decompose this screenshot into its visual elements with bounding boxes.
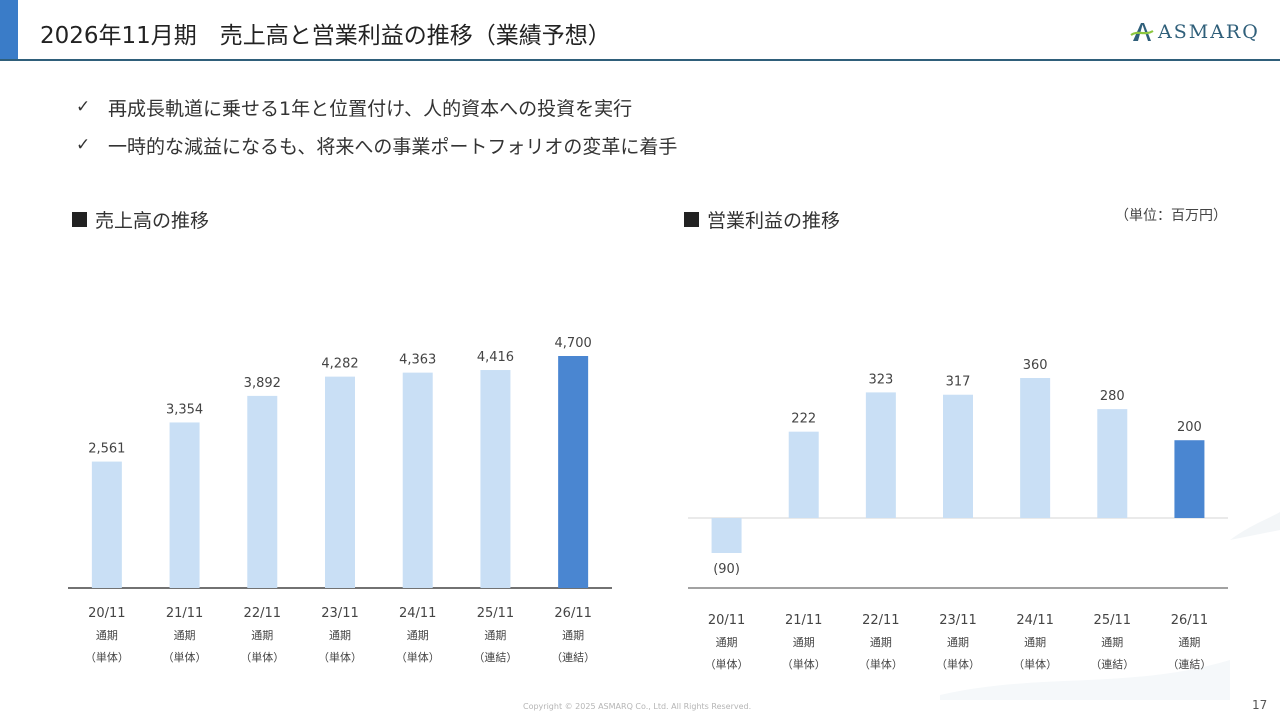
- category-period-label: 26/11: [1171, 613, 1208, 628]
- key-point-text: 一時的な減益になるも、将来への事業ポートフォリオの変革に着手: [108, 135, 678, 158]
- category-period-label: 21/11: [166, 606, 203, 621]
- category-basis-label: （単体）: [396, 650, 440, 664]
- category-basis-label: （単体）: [240, 650, 284, 664]
- category-basis-label: （単体）: [859, 657, 903, 671]
- category-basis-label: （単体）: [782, 657, 826, 671]
- bar-value-label: 4,282: [321, 357, 358, 372]
- category-term-label: 通期: [1024, 636, 1046, 649]
- category-basis-label: （連結）: [1090, 657, 1134, 671]
- page-number: 17: [1252, 698, 1268, 712]
- check-icon: ✓: [76, 97, 91, 117]
- category-basis-label: （単体）: [318, 650, 362, 664]
- bar-value-label: 280: [1100, 389, 1125, 404]
- bar: [325, 376, 355, 588]
- bar-value-label: 360: [1023, 358, 1048, 373]
- bar-forecast: [1174, 440, 1205, 518]
- header-accent-bar: [0, 0, 18, 60]
- check-icon: ✓: [76, 135, 91, 155]
- category-period-label: 22/11: [244, 606, 281, 621]
- key-point-text: 再成長軌道に乗せる1年と位置付け、人的資本への投資を実行: [108, 97, 633, 120]
- square-bullet-icon: [684, 212, 699, 227]
- key-point: ✓ 再成長軌道に乗せる1年と位置付け、人的資本への投資を実行: [76, 88, 677, 126]
- category-term-label: 通期: [174, 629, 196, 642]
- category-period-label: 25/11: [477, 606, 514, 621]
- bar: [1097, 409, 1128, 518]
- category-period-label: 23/11: [321, 606, 358, 621]
- bar-value-label: 222: [791, 412, 816, 427]
- category-term-label: 通期: [793, 636, 815, 649]
- bar-value-label: 323: [868, 372, 893, 387]
- bar: [865, 392, 896, 518]
- category-basis-label: （連結）: [473, 650, 517, 664]
- bar-value-label: 3,892: [244, 376, 281, 391]
- category-period-label: 20/11: [88, 606, 125, 621]
- category-period-label: 25/11: [1094, 613, 1131, 628]
- header-rule: [0, 59, 1280, 61]
- category-period-label: 22/11: [862, 613, 899, 628]
- category-term-label: 通期: [251, 629, 273, 642]
- category-term-label: 通期: [562, 629, 584, 642]
- bar: [247, 395, 278, 588]
- bar: [788, 431, 819, 518]
- bar-value-label: 317: [946, 375, 971, 390]
- bar: [711, 518, 742, 553]
- profit-section-label: 営業利益の推移: [707, 210, 841, 232]
- category-period-label: 23/11: [939, 613, 976, 628]
- category-period-label: 24/11: [399, 606, 436, 621]
- asmarq-logo-mark-icon: [1130, 23, 1154, 41]
- bar: [91, 461, 122, 588]
- bar: [169, 422, 200, 588]
- bar-value-label: 4,416: [477, 350, 514, 365]
- category-period-label: 26/11: [554, 606, 591, 621]
- category-term-label: 通期: [329, 629, 351, 642]
- category-basis-label: （単体）: [936, 657, 980, 671]
- bar-value-label: 2,561: [88, 442, 125, 457]
- category-term-label: 通期: [1178, 636, 1200, 649]
- category-basis-label: （単体）: [705, 657, 749, 671]
- bar-value-label: 200: [1177, 420, 1202, 435]
- bar-forecast: [558, 356, 589, 588]
- category-basis-label: （単体）: [1013, 657, 1057, 671]
- logo-text: ASMARQ: [1158, 21, 1260, 43]
- unit-label: （単位：百万円）: [1115, 208, 1227, 224]
- bar-value-label: (90): [713, 562, 740, 577]
- bar: [402, 372, 433, 588]
- profit-section-title: 営業利益の推移: [684, 206, 840, 233]
- bar: [1020, 378, 1051, 518]
- copyright-notice: Copyright © 2025 ASMARQ Co., Ltd. All Ri…: [523, 702, 752, 711]
- category-basis-label: （単体）: [85, 650, 129, 664]
- bar: [480, 370, 511, 588]
- category-basis-label: （単体）: [163, 650, 207, 664]
- category-basis-label: （連結）: [551, 650, 595, 664]
- page-title: 2026年11月期 売上高と営業利益の推移（業績予想）: [40, 23, 611, 49]
- category-term-label: 通期: [96, 629, 118, 642]
- category-term-label: 通期: [407, 629, 429, 642]
- category-basis-label: （連結）: [1167, 657, 1211, 671]
- category-period-label: 21/11: [785, 613, 822, 628]
- category-term-label: 通期: [716, 636, 738, 649]
- key-points-list: ✓ 再成長軌道に乗せる1年と位置付け、人的資本への投資を実行 ✓ 一時的な減益に…: [76, 88, 677, 164]
- bar-value-label: 3,354: [166, 402, 203, 417]
- key-point: ✓ 一時的な減益になるも、将来への事業ポートフォリオの変革に着手: [76, 126, 677, 164]
- category-period-label: 20/11: [708, 613, 745, 628]
- category-term-label: 通期: [484, 629, 506, 642]
- bar-value-label: 4,363: [399, 353, 436, 368]
- category-term-label: 通期: [870, 636, 892, 649]
- category-term-label: 通期: [947, 636, 969, 649]
- company-logo: ASMARQ: [1130, 20, 1260, 44]
- bar-value-label: 4,700: [555, 336, 592, 351]
- bar: [943, 394, 973, 518]
- category-term-label: 通期: [1101, 636, 1123, 649]
- category-period-label: 24/11: [1016, 613, 1053, 628]
- square-bullet-icon: [72, 212, 87, 227]
- sales-section-title: 売上高の推移: [72, 206, 209, 233]
- sales-section-label: 売上高の推移: [95, 210, 210, 232]
